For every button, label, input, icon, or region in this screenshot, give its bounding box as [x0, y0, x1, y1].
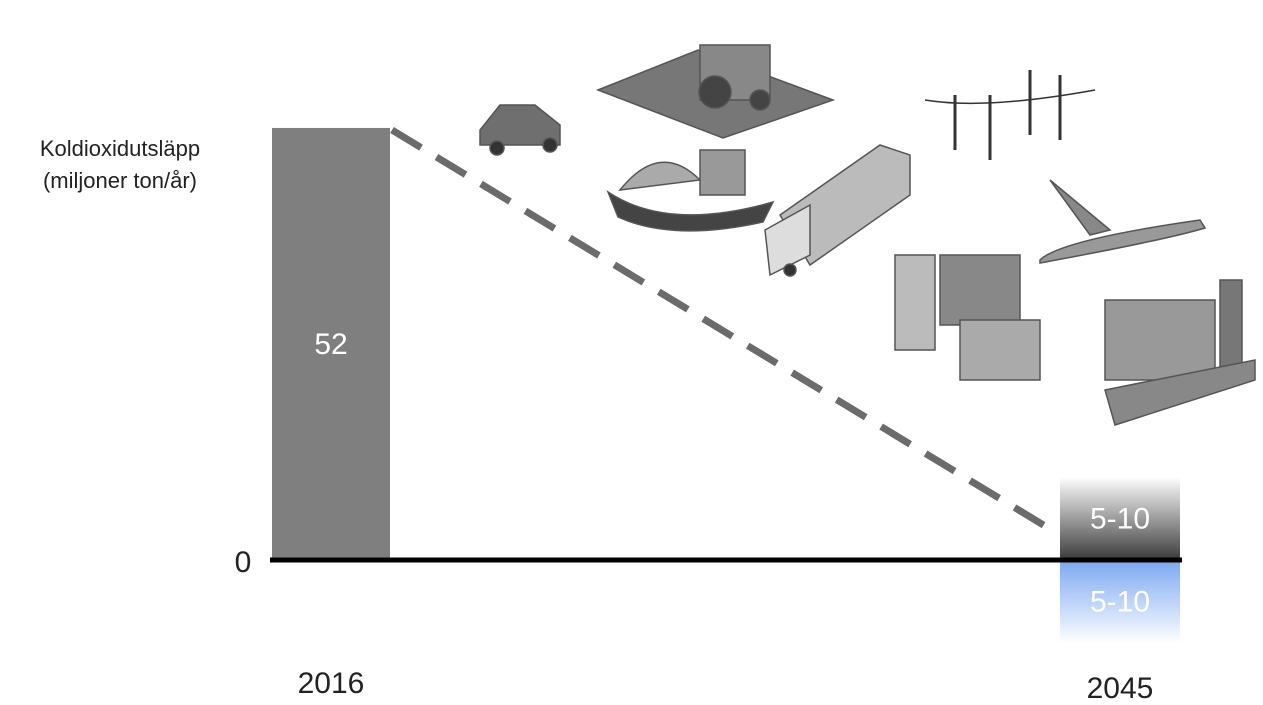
value-label: 5-10	[1090, 585, 1150, 618]
bar	[1060, 560, 1180, 644]
value-label: 52	[314, 328, 347, 361]
x-tick-label: 2045	[1087, 672, 1154, 705]
tractor-field-icon	[595, 44, 836, 139]
car-icon	[479, 104, 561, 156]
x-tick-label: 2016	[298, 667, 365, 700]
ship-icon	[606, 149, 775, 232]
y-tick-label: 0	[235, 546, 252, 579]
power-lines-icon	[924, 70, 1096, 160]
illustrations	[479, 44, 1256, 426]
y-axis-label: Koldioxidutsläpp (miljoner ton/år)	[39, 136, 201, 193]
cement-plant-icon	[894, 254, 1041, 381]
truck-icon	[764, 144, 911, 277]
airplane-icon	[1039, 179, 1207, 264]
factory-icon	[1104, 279, 1256, 426]
value-label: 5-10	[1090, 502, 1150, 535]
trend-line	[390, 127, 1057, 535]
bar	[272, 127, 390, 561]
bar	[1060, 476, 1180, 561]
